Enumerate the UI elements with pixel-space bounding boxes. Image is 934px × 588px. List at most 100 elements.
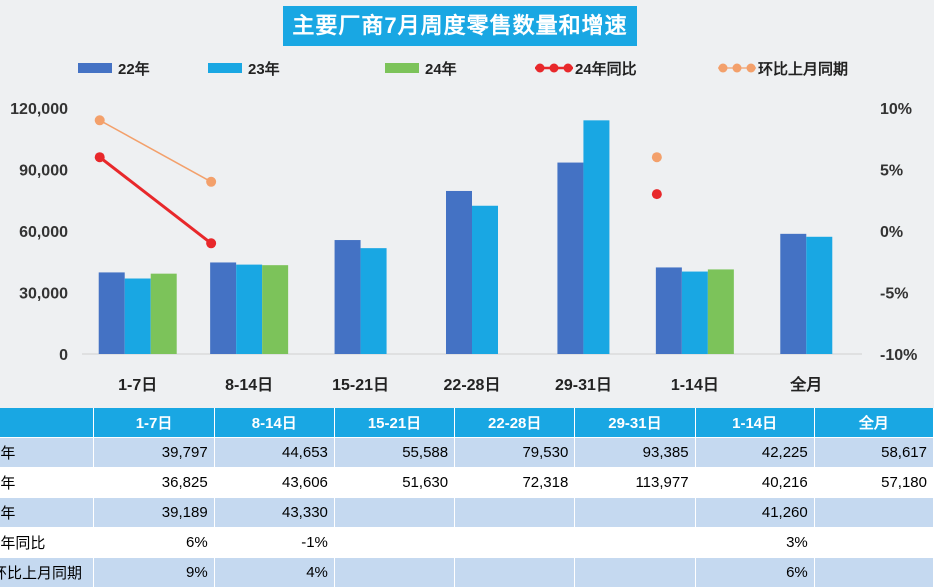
bar bbox=[681, 271, 708, 354]
table-cell: 9% bbox=[93, 557, 215, 588]
y2-tick-label: 10% bbox=[880, 101, 912, 118]
table-cell bbox=[814, 527, 934, 558]
legend-marker bbox=[535, 63, 545, 73]
legend-marker bbox=[563, 63, 573, 73]
x-tick-label: 22-28日 bbox=[444, 376, 501, 394]
table-cell: -1% bbox=[214, 527, 335, 558]
combo-chart: 0 30,000 60,000 90,000 120,000 -10% -5% 0% 5% 10… bbox=[10, 60, 917, 394]
table-row-label: 环比上月同期 bbox=[0, 557, 95, 588]
y-tick-label: 0 bbox=[59, 347, 68, 364]
table-cell: 39,797 bbox=[93, 437, 215, 468]
y-tick-label: 60,000 bbox=[19, 224, 68, 241]
table-cell: 113,977 bbox=[574, 467, 696, 498]
table-cell bbox=[334, 557, 456, 588]
x-tick-label: 1-7日 bbox=[118, 376, 157, 394]
y-tick-label: 120,000 bbox=[10, 101, 68, 118]
series-point bbox=[651, 152, 662, 163]
y-axis-right: -10% -5% 0% 5% 10% bbox=[880, 101, 917, 364]
table-cell bbox=[454, 527, 576, 558]
bar bbox=[446, 190, 472, 354]
watermark-lines bbox=[843, 540, 933, 556]
legend-swatch bbox=[385, 63, 419, 73]
table-cell: 39,189 bbox=[93, 497, 215, 528]
table-header-cell: 1-14日 bbox=[695, 408, 815, 438]
bar bbox=[583, 120, 610, 354]
table-cell: 3% bbox=[695, 527, 815, 558]
table-cell: 93,385 bbox=[574, 437, 696, 468]
legend-swatch bbox=[78, 63, 112, 73]
table-cell: 41,260 bbox=[695, 497, 815, 528]
chart-title: 主要厂商7月周度零售数量和增速 bbox=[283, 6, 637, 46]
table-cell: 42,225 bbox=[695, 437, 815, 468]
y2-tick-label: 0% bbox=[880, 224, 903, 241]
series-point bbox=[651, 189, 662, 200]
bar bbox=[780, 233, 807, 354]
legend: 22年 23年 24年 24年同比 环比上月同期 bbox=[78, 60, 848, 78]
table-cell bbox=[334, 527, 456, 558]
legend-label: 环比上月同期 bbox=[758, 60, 848, 78]
table-cell: 79,530 bbox=[454, 437, 576, 468]
table-header-row: 1-7日 8-14日 15-21日 22-28日 29-31日 1-14日 全月 bbox=[0, 408, 934, 438]
table-header-cell: 1-7日 bbox=[93, 408, 215, 438]
bar bbox=[707, 269, 734, 354]
table-cell: 72,318 bbox=[454, 467, 576, 498]
bar bbox=[334, 240, 361, 354]
bar bbox=[236, 264, 263, 354]
table-cell: 40,216 bbox=[695, 467, 815, 498]
table-header-cell: 29-31日 bbox=[574, 408, 696, 438]
bar bbox=[360, 248, 387, 354]
table-header-cell: 15-21日 bbox=[334, 408, 456, 438]
table-cell bbox=[574, 497, 696, 528]
table-row: 环比上月同期 9% 4% 6% bbox=[0, 557, 934, 588]
legend-swatch bbox=[208, 63, 242, 73]
y-axis-left: 0 30,000 60,000 90,000 120,000 bbox=[10, 101, 68, 364]
bar bbox=[655, 267, 682, 354]
bar bbox=[262, 265, 289, 354]
table-cell: 58,617 bbox=[814, 437, 934, 468]
legend-label: 24年 bbox=[425, 60, 457, 78]
bar bbox=[124, 278, 151, 354]
table-cell bbox=[454, 557, 576, 588]
legend-marker bbox=[746, 63, 756, 73]
table-cell: 55,588 bbox=[334, 437, 456, 468]
bar bbox=[210, 262, 237, 354]
table-row-label: 4年 bbox=[0, 497, 95, 528]
x-axis: 1-7日 8-14日 15-21日 22-28日 29-31日 1-14日 全月 bbox=[118, 375, 822, 394]
x-tick-label: 29-31日 bbox=[555, 376, 612, 394]
x-tick-label: 全月 bbox=[789, 375, 822, 394]
y2-tick-label: 5% bbox=[880, 163, 903, 180]
table-row: 2年39,79744,65355,58879,53093,38542,22558… bbox=[0, 437, 934, 468]
table-row-label: 2年 bbox=[0, 437, 95, 468]
bar bbox=[98, 272, 125, 354]
series-point bbox=[94, 152, 105, 163]
table-cell: 57,180 bbox=[814, 467, 934, 498]
legend-label: 23年 bbox=[248, 60, 280, 78]
table-row-label: 3年 bbox=[0, 467, 95, 498]
x-tick-label: 15-21日 bbox=[332, 376, 389, 394]
table-cell bbox=[574, 557, 696, 588]
table-header-cell: 22-28日 bbox=[454, 408, 576, 438]
legend-label: 24年同比 bbox=[575, 60, 637, 78]
table-cell: 51,630 bbox=[334, 467, 456, 498]
bar bbox=[472, 205, 498, 354]
bar bbox=[806, 236, 833, 354]
table-cell bbox=[334, 497, 456, 528]
table-cell: 43,606 bbox=[214, 467, 335, 498]
legend-label: 22年 bbox=[118, 60, 150, 78]
table-row: 3年36,82543,60651,63072,318113,97740,2165… bbox=[0, 467, 934, 498]
table-cell bbox=[454, 497, 576, 528]
series-line bbox=[99, 119, 212, 183]
table-cell: 6% bbox=[93, 527, 215, 558]
table-cell: 36,825 bbox=[93, 467, 215, 498]
series-point bbox=[206, 176, 217, 187]
series-point bbox=[94, 115, 105, 126]
table-cell bbox=[814, 497, 934, 528]
table-cell: 4% bbox=[214, 557, 335, 588]
table-header-cell: 8-14日 bbox=[214, 408, 335, 438]
x-tick-label: 8-14日 bbox=[225, 376, 273, 394]
y-tick-label: 90,000 bbox=[19, 163, 68, 180]
y2-tick-label: -5% bbox=[880, 286, 908, 303]
table-cell: 6% bbox=[695, 557, 815, 588]
